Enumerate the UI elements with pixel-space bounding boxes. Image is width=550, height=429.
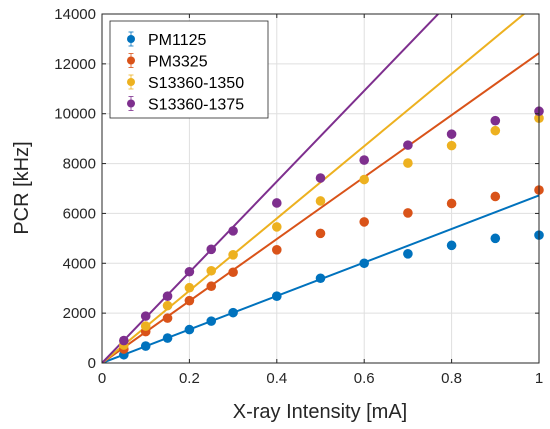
data-point-pm3325	[272, 245, 282, 255]
data-point-s13360-1375	[359, 155, 370, 165]
data-point-pm1125	[315, 273, 326, 284]
data-point-s13360-1350	[184, 282, 195, 293]
legend-marker	[127, 99, 135, 108]
x-tick-label: 0	[98, 370, 106, 387]
x-tick-label: 0.2	[179, 370, 200, 387]
data-point-s13360-1350	[490, 125, 501, 136]
data-point-pm3325	[446, 198, 457, 209]
data-point-s13360-1350	[206, 265, 217, 276]
data-point-pm1125	[184, 324, 195, 335]
legend-marker	[127, 78, 135, 86]
data-point-pm1125	[140, 341, 151, 351]
data-point-s13360-1375	[228, 226, 238, 236]
legend-entry-label: PM3325	[148, 54, 208, 71]
legend-entry-label: PM1125	[148, 32, 207, 49]
data-point-s13360-1350	[140, 321, 151, 331]
legend-entry-label: S13360-1375	[148, 97, 244, 114]
data-point-s13360-1375	[162, 291, 173, 301]
data-point-pm3325	[206, 281, 217, 292]
data-point-s13360-1350	[315, 196, 326, 206]
data-point-s13360-1350	[446, 140, 457, 151]
y-tick-label: 0	[88, 355, 96, 372]
data-point-pm1125	[206, 316, 217, 326]
data-point-pm3325	[403, 208, 413, 218]
y-tick-label: 6000	[63, 205, 96, 222]
plot-frame	[101, 13, 540, 364]
y-tick-label: 12000	[54, 56, 96, 73]
data-point-pm1125	[446, 240, 457, 251]
y-axis-label: PCR [kHz]	[11, 141, 33, 234]
x-tick-label: 0.8	[441, 370, 462, 387]
data-point-s13360-1350	[228, 250, 238, 260]
data-point-s13360-1375	[403, 140, 413, 150]
data-point-s13360-1375	[184, 266, 195, 277]
legend-marker	[127, 56, 135, 65]
data-point-pm3325	[184, 295, 195, 306]
fit-line-pm3325	[102, 52, 539, 363]
x-axis-ticks: 0 0.2 0.4 0.6 0.8 1	[98, 14, 543, 387]
legend-entry-label: S13360-1350	[148, 75, 244, 92]
data-point-pm3325	[162, 313, 173, 323]
data-point-pm3325	[490, 191, 501, 202]
data-point-s13360-1350	[403, 158, 413, 168]
y-tick-label: 10000	[54, 106, 96, 123]
data-points	[119, 106, 544, 360]
y-tick-label: 2000	[63, 305, 96, 322]
data-point-s13360-1375	[140, 311, 151, 321]
data-point-pm1125	[272, 291, 282, 301]
data-point-pm1125	[162, 333, 173, 343]
data-point-s13360-1350	[162, 300, 173, 311]
data-point-pm1125	[228, 307, 238, 318]
data-point-s13360-1375	[315, 173, 326, 183]
data-point-s13360-1375	[490, 115, 501, 126]
y-tick-label: 14000	[54, 6, 96, 23]
y-tick-label: 4000	[63, 255, 96, 272]
data-point-s13360-1375	[119, 335, 129, 346]
data-point-pm3325	[228, 267, 238, 278]
legend: PM1125 PM3325 S13360-1350 S13360-1375	[109, 20, 269, 119]
data-point-s13360-1350	[272, 222, 282, 232]
data-point-s13360-1375	[206, 244, 217, 255]
data-point-s13360-1375	[272, 198, 282, 208]
data-point-pm1125	[490, 233, 501, 244]
x-tick-label: 0.4	[266, 370, 287, 387]
x-tick-label: 1	[535, 370, 543, 387]
y-axis-ticks: 0 2000 4000 6000 8000 10000 12000 14000	[54, 6, 539, 372]
data-point-s13360-1375	[446, 129, 457, 139]
data-point-pm1125	[359, 258, 370, 269]
data-point-s13360-1350	[359, 174, 370, 185]
data-point-pm3325	[359, 217, 370, 227]
data-point-pm3325	[315, 228, 326, 239]
data-point-pm1125	[403, 249, 413, 259]
fit-line-s13360-1375	[102, 14, 440, 363]
x-tick-label: 0.6	[354, 370, 375, 387]
legend-box	[109, 20, 269, 119]
legend-marker	[127, 35, 135, 43]
x-axis-label: X-ray Intensity [mA]	[233, 401, 408, 423]
y-tick-label: 8000	[63, 156, 96, 173]
